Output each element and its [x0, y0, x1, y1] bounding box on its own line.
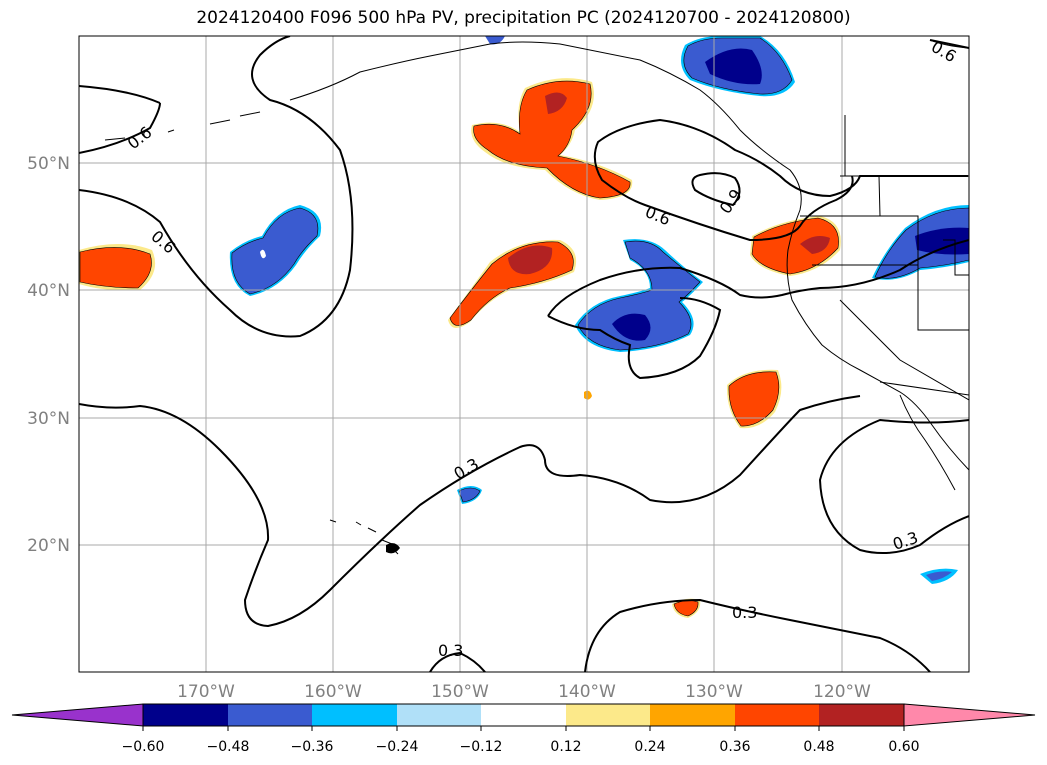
colorbar-bin	[650, 704, 735, 726]
colorbar-under-triangle	[11, 703, 144, 727]
gridlines	[79, 36, 969, 672]
contour-label: 0.6	[643, 202, 674, 229]
colorbar: −0.60 −0.48 −0.36 −0.24 −0.12 0.12 0.24 …	[11, 703, 1036, 755]
colorbar-bin	[397, 704, 481, 726]
colorbar-tick-label: 0.60	[888, 739, 919, 755]
colorbar-bin	[735, 704, 819, 726]
lon-label: 120°W	[813, 682, 871, 702]
map-title: 2024120400 F096 500 hPa PV, precipitatio…	[196, 8, 851, 28]
contour-label: 0.3	[438, 641, 463, 660]
pv-contours	[79, 36, 969, 672]
colorbar-tick-label: −0.60	[122, 739, 165, 755]
lat-label: 30°N	[27, 409, 70, 429]
colorbar-bin	[819, 704, 904, 726]
colorbar-frame	[142, 703, 905, 727]
precip-positive-areas	[79, 78, 841, 618]
lon-label: 170°W	[177, 682, 235, 702]
colorbar-tick-label: 0.48	[803, 739, 834, 755]
map-frame	[78, 35, 970, 673]
contour-label: 0.3	[451, 454, 483, 483]
colorbar-tick-label: 0.24	[634, 739, 665, 755]
colorbar-tick-label: −0.36	[291, 739, 334, 755]
colorbar-bin	[481, 704, 566, 726]
colorbar-tick-label: −0.48	[207, 739, 250, 755]
island-hawaii	[386, 543, 400, 554]
lat-label: 20°N	[27, 536, 70, 556]
precip-negative-areas	[229, 36, 969, 584]
contour-label: 0.3	[732, 603, 757, 622]
colorbar-bin	[312, 704, 397, 726]
lon-label: 160°W	[304, 682, 362, 702]
lon-label: 130°W	[685, 682, 743, 702]
colorbar-tick-label: −0.12	[460, 739, 503, 755]
colorbar-tick-label: 0.36	[719, 739, 750, 755]
lon-label: 150°W	[431, 682, 489, 702]
lat-label: 40°N	[27, 281, 70, 301]
coastlines	[104, 39, 969, 555]
contour-label: 0.3	[890, 528, 920, 554]
colorbar-tick-label: −0.24	[376, 739, 419, 755]
colorbar-tick-label: 0.12	[550, 739, 581, 755]
colorbar-bin	[228, 704, 312, 726]
colorbar-bin	[566, 704, 650, 726]
latitude-labels: 50°N 40°N 30°N 20°N	[27, 154, 70, 556]
lat-label: 50°N	[27, 154, 70, 174]
colorbar-over-triangle	[903, 703, 1036, 727]
colorbar-bin	[143, 704, 228, 726]
longitude-labels: 170°W 160°W 150°W 140°W 130°W 120°W	[177, 682, 871, 702]
contour-label: 0.9	[716, 186, 746, 218]
lon-label: 140°W	[558, 682, 616, 702]
map-plot-area: 0.6 0.6 0.9 0.6 0.3 0.3 0.3 0.3 0.6	[79, 36, 969, 672]
